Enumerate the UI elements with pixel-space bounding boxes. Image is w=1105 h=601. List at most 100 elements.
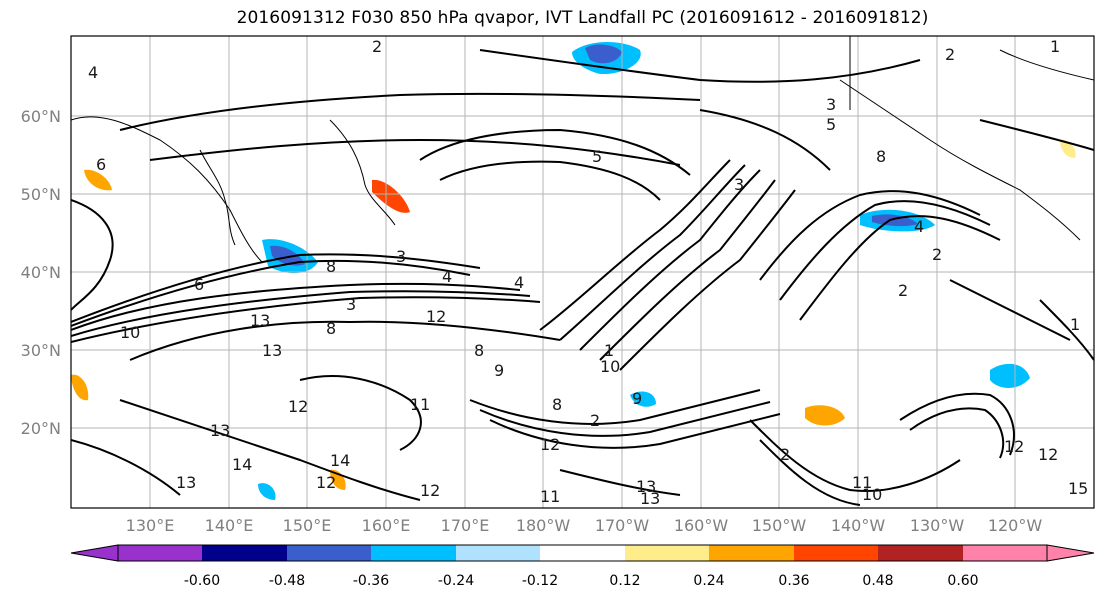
contour-label: 12 [540,435,560,454]
contour-label: 12 [1038,445,1058,464]
colorbar-segment [878,545,963,561]
colorbar-segment [118,545,202,561]
contour-label: 3 [826,95,836,114]
shade-orange-east [805,405,845,426]
contour-label: 8 [876,147,886,166]
colorbar-ticks: -0.60 -0.48 -0.36 -0.24 -0.12 0.12 0.24 … [184,573,979,589]
colorbar-segment [371,545,456,561]
colorbar-segment [794,545,878,561]
contour-label: 13 [636,477,656,496]
lon-tick-label: 160°E [362,516,411,535]
lon-tick-label: 150°W [752,516,807,535]
contour-label: 1 [604,341,614,360]
contour-label: 11 [852,473,872,492]
ivt-contours [71,49,1094,506]
colorbar-segment [709,545,794,561]
shade-blue-160e [258,483,276,500]
contour-label: 8 [326,257,336,276]
colorbar-tick-label: -0.60 [184,573,220,589]
colorbar-segment [70,544,119,562]
contour-label: 10 [120,323,140,342]
contour-label: 12 [420,481,440,500]
lon-axis: 130°E 140°E 150°E 160°E 170°E 180°W 170°… [126,516,1043,535]
contour-label: 10 [600,357,620,376]
colorbar-segment [202,545,287,561]
contour-label: 14 [330,451,350,470]
colorbar-tick-label: 0.12 [609,573,640,589]
contour-label: 2 [780,445,790,464]
shade-orange-left-edge [71,374,89,401]
lat-tick-label: 60°N [21,107,61,126]
contour-label: 9 [494,361,504,380]
colorbar-tick-label: -0.48 [269,573,305,589]
contour-label: 13 [176,473,196,492]
contour-label: 14 [232,455,252,474]
lat-axis: 60°N 50°N 40°N 30°N 20°N [21,107,61,438]
contour-label: 2 [945,45,955,64]
contour-label: 15 [1068,479,1088,498]
lon-tick-label: 160°W [674,516,729,535]
colorbar-frame [117,544,1048,562]
lon-tick-label: 140°W [831,516,886,535]
colorbar-tick-label: 0.36 [778,573,809,589]
contour-label: 5 [592,147,602,166]
contour-label: 8 [326,319,336,338]
colorbar-segment [540,545,625,561]
colorbar: -0.60 -0.48 -0.36 -0.24 -0.12 0.12 0.24 … [70,544,1095,589]
contour-label: 4 [514,273,524,292]
colorbar-tick-label: 0.60 [947,573,978,589]
lon-tick-label: 150°E [283,516,332,535]
contour-label: 11 [540,487,560,506]
contour-label: 2 [898,281,908,300]
graticule [71,36,1094,508]
contour-label: 12 [426,307,446,326]
contour-label: 3 [734,175,744,194]
colorbar-segment [625,545,709,561]
contour-label: 13 [640,489,660,508]
colorbar-segment [1046,544,1095,562]
shade-darkblue-gulf-alaska [872,214,918,227]
lon-tick-label: 140°E [205,516,254,535]
contour-label: 1 [1050,37,1060,56]
contour-label: 6 [194,275,204,294]
contour-label: 2 [590,411,600,430]
shade-orange-west-pacific [84,169,112,191]
map-frame [70,35,1095,509]
map-title: 2016091312 F030 850 hPa qvapor, IVT Land… [236,8,929,28]
contour-label: 13 [262,341,282,360]
lon-tick-label: 130°E [126,516,175,535]
contour-label: 13 [210,421,230,440]
shade-blue-subtropic [990,363,1030,388]
colorbar-tick-label: -0.24 [438,573,474,589]
contour-label: 2 [372,37,382,56]
shade-darkblue-japan [270,245,305,266]
contour-label: 4 [88,63,98,82]
contour-label: 3 [346,295,356,314]
coastlines [71,36,1094,263]
contour-label: 8 [474,341,484,360]
lat-tick-label: 40°N [21,263,61,282]
lon-tick-label: 130°W [910,516,965,535]
lon-tick-label: 170°E [441,516,490,535]
shade-darkblue-kamchatka [585,44,622,64]
contour-label: 12 [288,397,308,416]
lon-tick-label: 170°W [595,516,650,535]
contour-label: 12 [1004,437,1024,456]
lat-tick-label: 30°N [21,341,61,360]
contour-label: 3 [396,247,406,266]
colorbar-segment [287,545,371,561]
shade-blue-central [630,391,656,407]
colorbar-tick-label: 0.24 [693,573,724,589]
colorbar-segment [456,545,540,561]
colorbar-segment [963,545,1047,561]
contour-label: 5 [826,115,836,134]
lon-tick-label: 180°W [516,516,571,535]
contour-label: 9 [632,389,642,408]
contour-label: 11 [410,395,430,414]
colorbar-tick-label: -0.36 [353,573,389,589]
contour-label-group: 2 2 1 4 3 6 5 3 8 5 8 3 6 4 4 8 2 3 1 2 [88,37,1088,508]
lat-tick-label: 50°N [21,185,61,204]
colorbar-tick-label: -0.12 [522,573,558,589]
contour-label: 4 [914,217,924,236]
